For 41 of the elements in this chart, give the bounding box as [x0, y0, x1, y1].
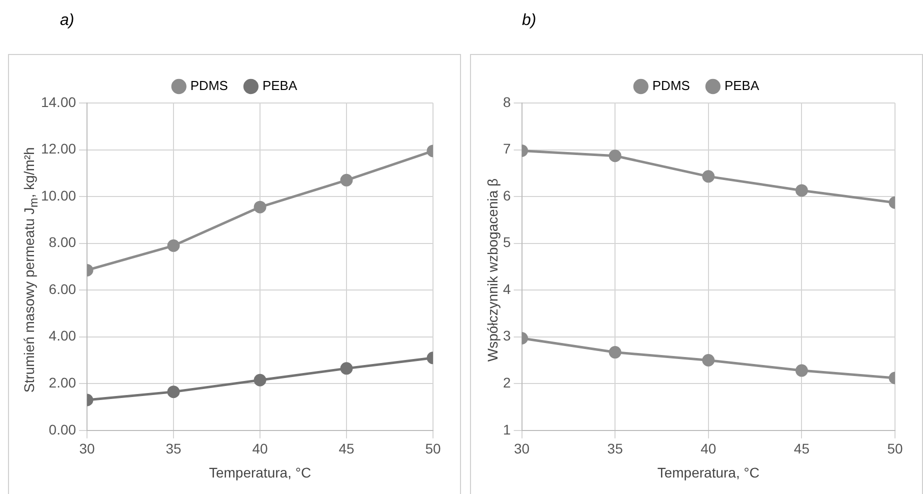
- x-tick-label: 50: [425, 440, 441, 457]
- legend-label: PEBA: [724, 78, 760, 94]
- legend-label: PDMS: [190, 78, 228, 94]
- x-tick-label: 45: [794, 440, 810, 457]
- chart-title: a): [60, 12, 74, 30]
- y-tick-label: 4: [502, 280, 511, 297]
- point: [795, 184, 808, 197]
- chart-title: b): [522, 12, 536, 30]
- x-tick-label: 35: [607, 440, 624, 457]
- x-axis-title: Temperatura, °C: [657, 464, 760, 480]
- y-tick-label: 8: [502, 94, 511, 110]
- y-tick-label: 10.00: [40, 187, 76, 204]
- x-tick-label: 40: [252, 440, 268, 457]
- point: [795, 364, 808, 377]
- y-tick-label: 14.00: [40, 94, 76, 110]
- legend-label: PDMS: [652, 78, 690, 94]
- y-tick-label: 5: [502, 234, 511, 250]
- x-tick-label: 30: [514, 440, 530, 457]
- y-axis-title: Współczynnik wzbogacenia β: [484, 178, 500, 362]
- y-tick-label: 6.00: [48, 280, 76, 297]
- point: [702, 354, 715, 366]
- point: [254, 374, 266, 386]
- y-tick-label: 12.00: [40, 140, 76, 157]
- y-tick-label: 2: [502, 374, 511, 390]
- x-tick-label: 50: [887, 440, 903, 457]
- y-tick-label: 0.00: [48, 421, 76, 438]
- point: [702, 170, 715, 183]
- x-tick-label: 30: [79, 440, 96, 457]
- x-axis-title: Temperatura, °C: [208, 464, 312, 480]
- x-tick-label: 35: [166, 440, 182, 457]
- y-tick-label: 6: [502, 187, 511, 204]
- y-tick-label: 3: [502, 328, 511, 344]
- y-tick-label: 4.00: [48, 328, 76, 344]
- x-tick-label: 40: [700, 440, 716, 457]
- point: [254, 200, 266, 214]
- y-tick-label: 2.00: [48, 374, 76, 390]
- y-tick-label: 1: [502, 421, 511, 438]
- y-tick-label: 7: [502, 140, 511, 157]
- x-tick-label: 45: [338, 440, 355, 457]
- legend-label: PEBA: [262, 78, 298, 94]
- y-tick-label: 8.00: [48, 234, 76, 250]
